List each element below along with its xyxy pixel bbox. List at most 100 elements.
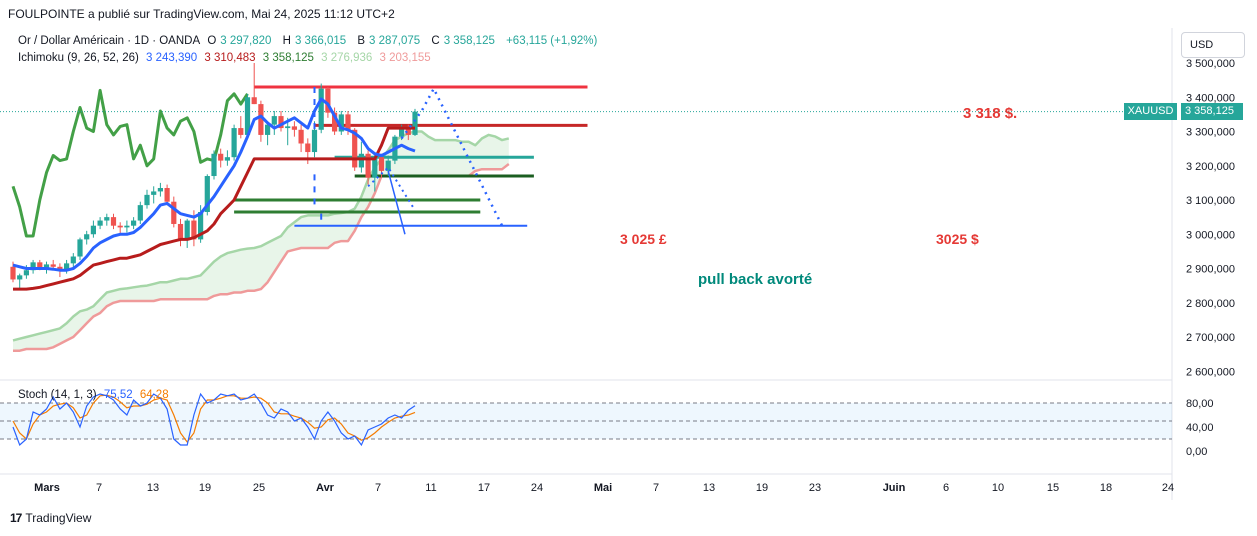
- stoch-k-value: 75,52: [103, 389, 133, 401]
- candle-body: [399, 128, 405, 137]
- candle-body: [372, 157, 378, 178]
- candle: [77, 237, 83, 260]
- candle-body: [305, 143, 311, 153]
- x-tick-label: 11: [425, 482, 436, 494]
- candle: [171, 196, 177, 228]
- y-tick-label: 3 100,000: [1186, 195, 1235, 207]
- candle: [144, 189, 150, 209]
- candle: [298, 124, 304, 153]
- tradingview-brand[interactable]: 17 TradingView: [10, 511, 91, 525]
- candle-body: [204, 176, 210, 212]
- candle-body: [338, 114, 344, 132]
- candle-body: [385, 160, 391, 171]
- candle-body: [378, 157, 385, 171]
- candle-body: [171, 201, 177, 224]
- candle-body: [332, 112, 338, 132]
- candle-body: [211, 153, 217, 177]
- ichimoku-kijun-line: [13, 126, 415, 291]
- candle: [231, 124, 237, 161]
- candle: [151, 186, 157, 204]
- candle: [84, 230, 90, 245]
- candle-body: [17, 275, 23, 280]
- x-tick-label: 10: [992, 482, 1004, 494]
- candle: [318, 83, 324, 134]
- stoch-tick-label: 0,00: [1186, 446, 1207, 458]
- candle: [332, 107, 338, 135]
- currency-button[interactable]: USD: [1181, 32, 1245, 58]
- candle-body: [238, 128, 244, 135]
- x-tick-label: 24: [1162, 482, 1174, 494]
- tradingview-name: TradingView: [25, 511, 92, 525]
- candle: [338, 110, 344, 135]
- candle: [90, 220, 96, 238]
- x-tick-label: 24: [531, 482, 543, 494]
- candle: [10, 261, 16, 283]
- candle: [211, 150, 217, 180]
- ichimoku-span-a-line: [12, 130, 510, 342]
- y-tick-label: 3 200,000: [1186, 161, 1235, 173]
- last-price-tag: 3 358,125: [1181, 103, 1243, 120]
- candle: [17, 273, 23, 290]
- y-tick-label: 2 600,000: [1186, 366, 1235, 378]
- candle: [110, 213, 117, 230]
- x-tick-label: 7: [375, 482, 381, 494]
- candle: [30, 259, 36, 274]
- x-tick-label: 7: [653, 482, 659, 494]
- candle-body: [191, 220, 197, 240]
- candle-body: [64, 263, 70, 271]
- candle-body: [311, 129, 318, 153]
- candle: [164, 184, 170, 206]
- candle: [124, 220, 130, 233]
- candle-body: [151, 191, 157, 195]
- candle: [177, 218, 184, 247]
- candle-body: [137, 205, 143, 221]
- candle-body: [50, 264, 56, 267]
- candle: [412, 108, 418, 136]
- candle-body: [57, 266, 63, 271]
- candle: [265, 121, 271, 146]
- ichimoku-tenkan-line: [12, 97, 416, 272]
- x-tick-label: 13: [703, 482, 715, 494]
- candle-body: [291, 126, 297, 130]
- y-tick-label: 3 300,000: [1186, 127, 1235, 139]
- stoch-tick-label: 40,00: [1186, 422, 1214, 434]
- annotation-pullback: pull back avorté: [698, 271, 812, 288]
- candle: [271, 110, 277, 135]
- pullback-dotted-path: [367, 165, 416, 211]
- ichimoku-span-a-value: 3 276,936: [321, 52, 373, 64]
- candle-body: [164, 188, 170, 202]
- candle-body: [124, 225, 130, 228]
- candle: [258, 100, 264, 142]
- tradingview-logo-icon: 17: [10, 511, 22, 525]
- candle-body: [352, 129, 358, 168]
- candle: [358, 141, 364, 173]
- candle-body: [365, 153, 371, 178]
- x-tick-label: 19: [756, 482, 768, 494]
- x-tick-label: 25: [253, 482, 265, 494]
- candle-body: [30, 262, 36, 271]
- candle-body: [97, 220, 103, 226]
- candle: [97, 217, 103, 230]
- y-tick-label: 2 800,000: [1186, 298, 1235, 310]
- x-tick-label: 19: [199, 482, 211, 494]
- x-tick-label: 7: [96, 482, 102, 494]
- candle: [131, 217, 137, 230]
- candle-body: [117, 225, 123, 228]
- candle-body: [271, 116, 277, 125]
- candle: [278, 110, 284, 132]
- candle: [70, 253, 76, 267]
- candle-body: [77, 239, 83, 257]
- ichimoku-legend[interactable]: Ichimoku (9, 26, 52, 26) 3 243,390 3 310…: [18, 52, 435, 64]
- candle-body: [104, 217, 110, 221]
- candle-body: [412, 111, 418, 135]
- candle: [244, 93, 251, 139]
- candle: [204, 174, 210, 216]
- pullback-arrow-line: [387, 170, 406, 235]
- stoch-legend[interactable]: Stoch (14, 1, 3) 75,52 64,28: [18, 389, 173, 401]
- annotation-level-high: 3 318 $.: [963, 105, 1017, 122]
- candle-body: [265, 124, 271, 135]
- candle: [157, 182, 163, 197]
